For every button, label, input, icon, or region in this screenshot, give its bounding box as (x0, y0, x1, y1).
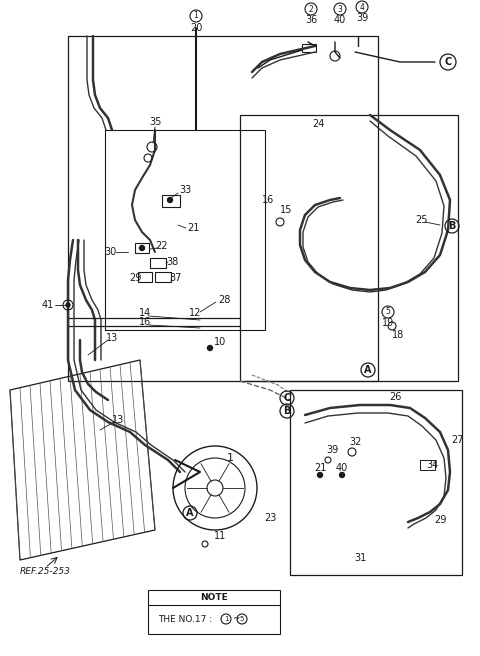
Text: 13: 13 (106, 333, 118, 343)
Text: 38: 38 (166, 257, 178, 267)
Text: 1: 1 (193, 12, 198, 20)
Text: 39: 39 (356, 13, 368, 23)
Bar (240, 115, 458, 381)
Text: 37: 37 (169, 273, 181, 283)
Text: 10: 10 (214, 337, 226, 347)
Text: 21: 21 (314, 463, 326, 473)
Text: 39: 39 (326, 445, 338, 455)
Text: 27: 27 (452, 435, 464, 445)
Text: NOTE: NOTE (200, 592, 228, 602)
Text: B: B (283, 406, 291, 416)
Bar (290, 390, 462, 575)
Text: THE NO.17 :: THE NO.17 : (158, 615, 212, 623)
Text: 16: 16 (262, 195, 274, 205)
Text: B: B (448, 221, 456, 231)
Text: 25: 25 (416, 215, 428, 225)
Bar (420, 460, 435, 470)
Bar (148, 590, 280, 634)
Text: 18: 18 (392, 330, 404, 340)
Text: 20: 20 (190, 23, 202, 33)
Text: 30: 30 (104, 247, 116, 257)
Circle shape (207, 346, 213, 350)
Text: REF.25-253: REF.25-253 (20, 567, 71, 577)
Text: 5: 5 (385, 308, 390, 316)
Circle shape (339, 472, 345, 478)
Bar (150, 258, 166, 268)
Text: 26: 26 (389, 392, 401, 402)
Text: 34: 34 (426, 460, 438, 470)
Text: 33: 33 (179, 185, 191, 195)
Text: 23: 23 (264, 513, 276, 523)
Text: 15: 15 (280, 205, 292, 215)
Text: 29: 29 (434, 515, 446, 525)
Bar (135, 243, 149, 253)
Text: 11: 11 (214, 531, 226, 541)
Text: 28: 28 (218, 295, 230, 305)
Text: 12: 12 (189, 308, 201, 318)
Text: 40: 40 (334, 15, 346, 25)
Bar (155, 272, 171, 282)
Text: 3: 3 (337, 5, 342, 14)
Text: C: C (444, 57, 452, 67)
Text: 22: 22 (156, 241, 168, 251)
Text: 21: 21 (187, 223, 199, 233)
Text: 40: 40 (336, 463, 348, 473)
Text: 32: 32 (350, 437, 362, 447)
Text: 24: 24 (312, 119, 324, 129)
Circle shape (66, 303, 70, 307)
Text: 2: 2 (309, 5, 313, 14)
Text: 16: 16 (139, 317, 151, 327)
Text: 4: 4 (360, 3, 364, 12)
Text: 1: 1 (227, 453, 233, 463)
Text: 13: 13 (112, 415, 124, 425)
Text: 5: 5 (240, 616, 244, 622)
Circle shape (317, 472, 323, 478)
Bar (162, 195, 180, 207)
Bar (105, 130, 265, 330)
Text: C: C (283, 393, 290, 403)
Text: 35: 35 (149, 117, 161, 127)
Text: A: A (186, 508, 194, 518)
Text: 31: 31 (354, 553, 366, 563)
Text: 36: 36 (305, 15, 317, 25)
Text: ~: ~ (232, 615, 240, 623)
Text: A: A (364, 365, 372, 375)
Bar (68, 36, 378, 381)
Bar (302, 44, 316, 52)
Text: 14: 14 (139, 308, 151, 318)
Text: 29: 29 (129, 273, 141, 283)
Bar (138, 272, 152, 282)
Text: 19: 19 (382, 318, 394, 328)
Circle shape (168, 197, 172, 203)
Text: 41: 41 (42, 300, 54, 310)
Text: 1: 1 (224, 616, 228, 622)
Circle shape (140, 245, 144, 251)
